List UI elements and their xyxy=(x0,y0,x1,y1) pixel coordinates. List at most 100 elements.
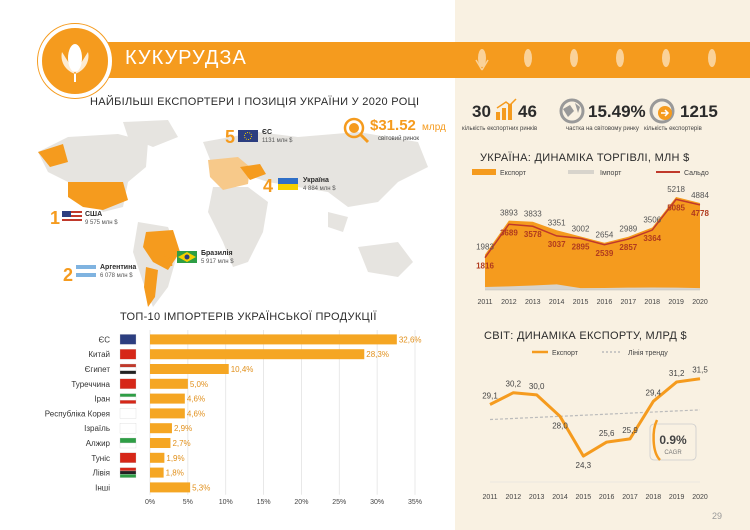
bar xyxy=(150,378,188,389)
x-tick-label: 2012 xyxy=(506,494,522,501)
corn-icon xyxy=(61,44,89,82)
saldo-value-label: 1816 xyxy=(476,262,494,271)
export-value-label: 29,1 xyxy=(482,392,498,401)
export-value-label: 4884 xyxy=(691,191,709,200)
x-tick-label: 5% xyxy=(183,499,193,506)
export-value-label: 2989 xyxy=(619,225,637,234)
bar xyxy=(150,334,397,345)
category-label: Туніс xyxy=(91,454,110,463)
x-tick-label: 2017 xyxy=(622,494,638,501)
flag-icon xyxy=(119,467,137,478)
flag-stripe xyxy=(119,370,137,375)
value-label: 4,6% xyxy=(187,409,205,418)
x-tick-label: 2016 xyxy=(597,299,613,306)
category-label: Китай xyxy=(88,350,110,359)
country-brazil: Бразилія xyxy=(201,250,233,257)
flag-icon xyxy=(119,423,137,434)
bar xyxy=(150,349,365,360)
rank-brazil: 2 xyxy=(163,250,174,270)
x-tick-label: 15% xyxy=(257,499,271,506)
bar xyxy=(150,423,172,434)
flag-icon xyxy=(119,393,137,404)
x-tick-label: 30% xyxy=(370,499,384,506)
flag-stripe xyxy=(119,349,137,360)
value-label: 2,9% xyxy=(174,424,192,433)
value-label: 4,6% xyxy=(187,395,205,404)
country-eu: ЄС xyxy=(262,129,273,136)
argentina-region xyxy=(144,267,158,307)
flag-stripe xyxy=(119,363,137,368)
category-label: Республіка Корея xyxy=(45,409,110,418)
export-value-label: 25,6 xyxy=(599,429,615,438)
category-label: Ізраїль xyxy=(84,424,110,433)
value-brazil: 5 917 млн $ xyxy=(201,259,234,265)
export-value-label: 2654 xyxy=(596,231,614,240)
category-label: Алжир xyxy=(86,439,111,448)
stat-share-label: частка на світовому ринку xyxy=(566,126,639,132)
value-label: 2,7% xyxy=(172,439,190,448)
world-export-line-chart: Експорт Лінія тренду 2011 2012 2013 2014 2015 2… xyxy=(482,349,708,501)
export-value-label: 31,5 xyxy=(692,366,708,375)
eu-region xyxy=(208,157,250,190)
export-line xyxy=(489,377,701,458)
export-value-label: 3351 xyxy=(548,218,566,227)
stat-exporters: 1215 xyxy=(680,102,718,121)
bar xyxy=(150,452,165,463)
stat-share: 15.49% xyxy=(588,102,646,121)
export-value-label: 28,0 xyxy=(552,421,568,430)
x-tick-label: 2011 xyxy=(477,299,492,306)
usa-flag-icon xyxy=(62,211,82,223)
rank-ukraine: 4 xyxy=(263,176,274,196)
country-argentina: Аргентина xyxy=(100,264,137,271)
brazil-flag-icon xyxy=(177,251,197,263)
saldo-value-label: 3364 xyxy=(643,234,661,243)
bar xyxy=(150,482,191,493)
legend-label-export: Експорт xyxy=(500,170,527,177)
cagr-value: 0.9% xyxy=(659,433,687,447)
bar xyxy=(150,467,164,478)
flag-icon xyxy=(119,408,137,419)
growth-arrows-icon xyxy=(496,98,517,120)
category-label: Інші xyxy=(95,483,110,492)
category-label: Туреччина xyxy=(71,380,110,389)
export-area xyxy=(485,197,700,290)
title-banner xyxy=(85,42,750,78)
stat-markets-label: кількість експортних ринків xyxy=(462,126,538,132)
value-label: 5,3% xyxy=(192,483,210,492)
category-label: Лівія xyxy=(93,469,110,478)
x-tick-label: 25% xyxy=(332,499,346,506)
bar xyxy=(150,364,229,374)
trade-heading: УКРАЇНА: ДИНАМІКА ТОРГІВЛІ, МЛН $ xyxy=(480,152,690,164)
export-value-label: 3893 xyxy=(500,209,518,218)
cagr-arrow xyxy=(652,419,661,461)
ukraine-region xyxy=(240,164,266,180)
value-label: 32,6% xyxy=(399,335,422,344)
rank-eu: 5 xyxy=(225,127,236,147)
bar xyxy=(150,438,171,448)
category-label: Іран xyxy=(94,395,110,404)
export-value-label: 5218 xyxy=(667,185,685,194)
country-usa: США xyxy=(85,211,103,218)
flag-stripe xyxy=(119,470,137,475)
saldo-value-label: 4778 xyxy=(691,209,709,218)
world-export-heading: СВІТ: ДИНАМІКА ЕКСПОРТУ, МЛРД $ xyxy=(484,330,687,342)
flag-stripe xyxy=(119,437,137,444)
x-tick-label: 2015 xyxy=(573,299,589,306)
export-value-label: 29,4 xyxy=(646,388,662,397)
saldo-value-label: 2539 xyxy=(596,249,614,258)
value-label: 1,8% xyxy=(166,469,184,478)
ukraine-flag-icon xyxy=(278,178,298,190)
page-title: КУКУРУДЗА xyxy=(125,47,247,69)
world-market-unit: млрд xyxy=(422,122,446,133)
x-tick-label: 2018 xyxy=(644,299,660,306)
rank-argentina: 2 xyxy=(63,265,74,285)
value-label: 1,9% xyxy=(166,454,184,463)
x-tick-label: 2016 xyxy=(599,494,615,501)
saldo-value-label: 2857 xyxy=(619,243,637,252)
flag-stripe xyxy=(119,378,137,389)
export-value-label: 25,9 xyxy=(622,426,638,435)
country-ukraine: Україна xyxy=(303,177,329,184)
importers-bar-chart: 0% 5% 10% 15% 20% 25% 30% 35% ЄС 32,6% Китай 28,3% Є… xyxy=(45,330,422,506)
value-label: 28,3% xyxy=(366,350,389,359)
